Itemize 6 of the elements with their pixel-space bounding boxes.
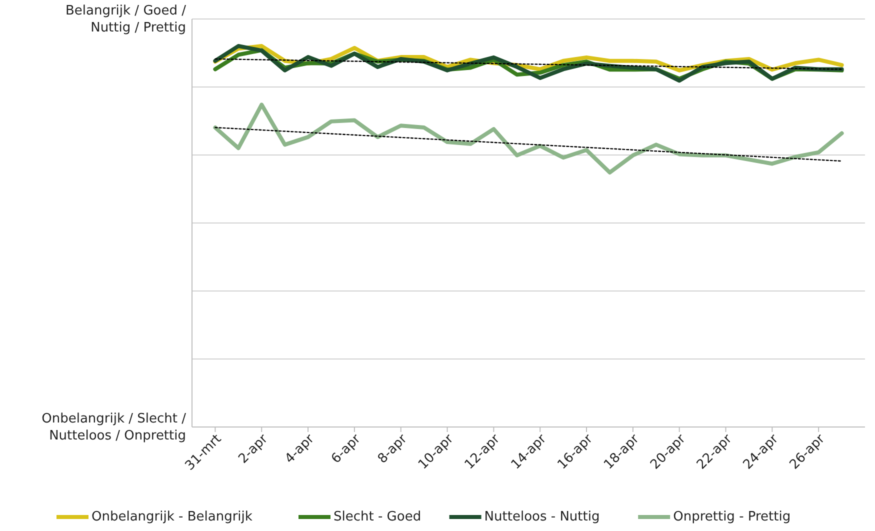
legend-label: Onbelangrijk - Belangrijk [92,510,253,525]
legend-label: Nutteloos - Nuttig [484,510,600,525]
text: Onbelangrijk / Slecht / Nutteloos / Onprettig [42,411,187,444]
legend-label: Slecht - Goed [334,510,422,525]
legend-label: Onprettig - Prettig [673,510,791,525]
text: Belangrijk / Goed / Nuttig / Prettig [65,3,187,36]
